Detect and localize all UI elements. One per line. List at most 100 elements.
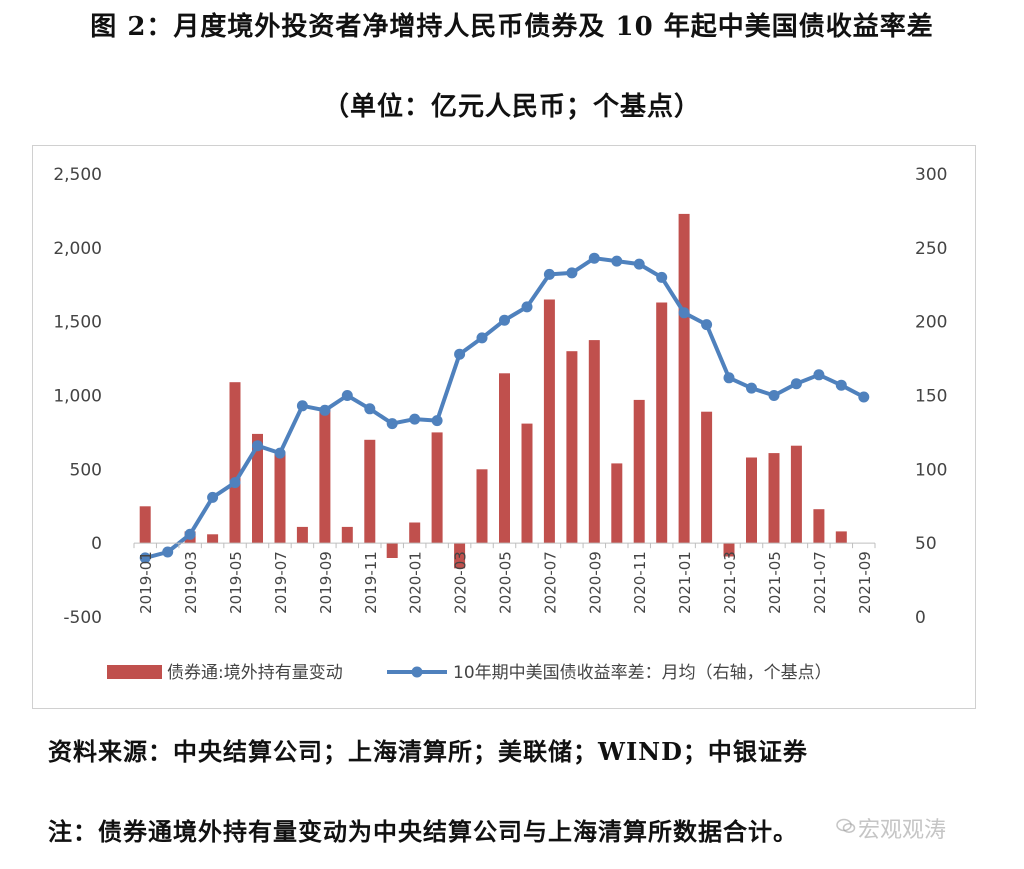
spread-point-2019-05	[229, 477, 241, 489]
spread-point-2021-02	[701, 319, 713, 331]
spread-point-2020-04	[476, 332, 488, 344]
spread-point-2020-01	[409, 413, 421, 425]
bar-2020-05	[499, 373, 510, 544]
spread-point-2019-07	[274, 447, 286, 459]
bar-2021-06	[790, 445, 802, 544]
bar-2021-05	[768, 453, 780, 544]
bar-2021-03	[723, 543, 735, 557]
spread-point-2019-03	[184, 528, 196, 540]
y-left-tick-label: 1,000	[53, 387, 102, 407]
bar-2020-02	[431, 432, 443, 544]
y-right-tick-label: 250	[915, 239, 947, 259]
bar-2020-03	[454, 543, 466, 569]
bar-2019-07	[274, 451, 286, 544]
source-note: 资料来源：中央结算公司；上海清算所；美联储；WIND；中银证券	[48, 737, 808, 766]
spread-point-2021-01	[678, 307, 690, 319]
spread-point-2021-08	[835, 379, 847, 391]
y-right-tick-label: 100	[915, 460, 947, 480]
y-left-tick-label: 2,000	[53, 239, 102, 259]
bar-2020-11	[633, 399, 645, 544]
x-tick-label-2019-01: 2019-01	[137, 551, 155, 614]
spread-point-2020-09	[588, 252, 600, 264]
spread-point-2020-06	[521, 301, 533, 313]
y-left-tick-label: 2,500	[53, 165, 102, 185]
x-tick-label-2020-03: 2020-03	[452, 551, 470, 614]
y-left-tick-label: 500	[70, 460, 102, 480]
bar-2021-04	[746, 457, 757, 544]
bar-2021-08	[835, 531, 847, 544]
wechat-icon	[836, 818, 856, 833]
bar-2021-07	[813, 509, 825, 544]
bar-2020-07	[543, 299, 555, 544]
spread-point-2020-05	[499, 314, 510, 326]
spread-point-2020-07	[543, 268, 555, 280]
spread-point-2021-05	[768, 390, 780, 401]
spread-point-2021-03	[723, 372, 735, 384]
y-left-tick-label: -500	[63, 608, 102, 628]
y-right-tick-label: 150	[915, 387, 947, 407]
footnote: 注：债券通境外持有量变动为中央结算公司与上海清算所数据合计。	[48, 817, 798, 846]
bar-2019-08	[296, 526, 308, 544]
legend-bar-swatch	[107, 665, 162, 679]
spread-point-2019-04	[207, 491, 219, 503]
legend-line-marker	[411, 666, 423, 678]
spread-point-2019-06	[252, 440, 263, 452]
x-tick-label-2020-09: 2020-09	[586, 551, 604, 614]
x-tick-label-2021-07: 2021-07	[811, 551, 829, 614]
y-left-tick-label: 1,500	[53, 313, 102, 333]
x-tick-label-2020-01: 2020-01	[407, 551, 425, 614]
bar-2021-01	[678, 213, 690, 544]
spread-point-2020-10	[611, 255, 623, 267]
x-tick-label-2021-01: 2021-01	[676, 551, 694, 614]
spread-point-2021-07	[813, 369, 825, 381]
x-tick-label-2020-11: 2020-11	[631, 551, 649, 614]
x-tick-label-2019-09: 2019-09	[317, 551, 335, 614]
line-layer	[139, 252, 870, 564]
legend-line-label: 10年期中美国债收益率差：月均（右轴，个基点）	[453, 663, 832, 683]
x-tick-label-2021-03: 2021-03	[721, 551, 739, 614]
bar-2019-05	[229, 382, 241, 544]
x-tick-label-2020-05: 2020-05	[497, 551, 515, 614]
spread-point-2021-04	[746, 382, 757, 394]
spread-point-2019-10	[341, 390, 353, 401]
x-tick-label-2019-07: 2019-07	[272, 551, 290, 614]
spread-point-2021-09	[858, 391, 870, 403]
spread-point-2019-12	[386, 418, 398, 430]
spread-point-2020-08	[566, 267, 578, 279]
chart-svg: 2019-01 2019-03 2019-05 2019-07 2019-09 2019-…	[53, 165, 947, 683]
bar-2019-06	[252, 433, 263, 544]
bars-layer	[139, 213, 847, 569]
x-tick-label-2021-09: 2021-09	[856, 551, 874, 614]
x-tick-label-2019-03: 2019-03	[182, 551, 200, 614]
chart-subtitle: （单位：亿元人民币；个基点）	[322, 92, 701, 122]
x-tick-label-2019-05: 2019-05	[227, 551, 245, 614]
x-tick-label-2019-11: 2019-11	[362, 551, 380, 614]
spread-point-2019-08	[296, 400, 308, 412]
y-right-tick-label: 200	[915, 313, 947, 333]
spread-point-2019-02	[162, 546, 174, 558]
bar-2020-12	[656, 302, 668, 544]
legend-bar-label: 债券通:境外持有量变动	[167, 663, 343, 683]
bar-2019-04	[207, 534, 219, 544]
spread-point-2021-06	[790, 378, 802, 390]
spread-point-2020-02	[431, 415, 443, 427]
bar-2020-09	[588, 340, 600, 544]
y-right-tick-label: 0	[915, 608, 926, 628]
chart-title: 图 2：月度境外投资者净增持人民币债券及 10 年起中美国债收益率差	[90, 12, 934, 42]
y-right-tick-label: 300	[915, 165, 947, 185]
y-right-tick-label: 50	[915, 534, 937, 554]
bar-2020-08	[566, 351, 578, 544]
watermark: 宏观观涛	[858, 818, 947, 843]
bar-2020-10	[611, 463, 623, 544]
bar-2019-10	[341, 526, 353, 544]
axes-layer: 2019-01 2019-03 2019-05 2019-07 2019-09 2019-…	[53, 165, 947, 628]
bar-2019-01	[139, 506, 151, 544]
spread-point-2019-09	[319, 404, 331, 416]
bar-2020-01	[409, 522, 421, 544]
legend: 债券通:境外持有量变动 10年期中美国债收益率差：月均（右轴，个基点）	[107, 663, 832, 683]
bar-2019-11	[364, 439, 376, 544]
spread-point-2020-12	[656, 271, 668, 283]
x-tick-label-2020-07: 2020-07	[541, 551, 559, 614]
spread-point-2019-01	[139, 552, 151, 564]
chart-frame: 2019-01 2019-03 2019-05 2019-07 2019-09 2019-…	[32, 145, 976, 709]
